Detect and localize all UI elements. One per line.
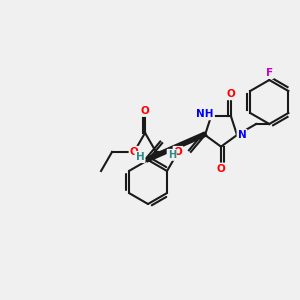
Text: O: O xyxy=(226,89,235,99)
Text: O: O xyxy=(174,147,182,157)
Text: H: H xyxy=(136,152,144,162)
Text: O: O xyxy=(130,147,138,157)
Text: H: H xyxy=(168,150,176,160)
Text: N: N xyxy=(238,130,246,140)
Text: O: O xyxy=(217,164,225,174)
Text: NH: NH xyxy=(196,109,214,119)
Text: O: O xyxy=(141,106,149,116)
Text: F: F xyxy=(266,68,273,78)
